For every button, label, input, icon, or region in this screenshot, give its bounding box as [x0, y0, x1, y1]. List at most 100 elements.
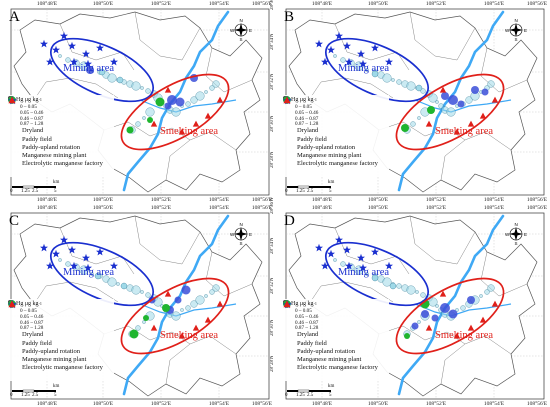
legend-paddy-label: Paddy field	[297, 135, 327, 143]
dryland-sample	[455, 308, 459, 312]
bottom-tick-label: 108°48'E	[36, 197, 58, 203]
mining-plant-marker	[385, 57, 393, 66]
legend-title-sup: -1	[313, 301, 317, 306]
scale-unit-label: km	[328, 180, 335, 185]
top-tick-label: 108°50'E	[367, 1, 389, 7]
top-tick-label: 108°54'E	[208, 1, 230, 7]
legend-factory-label: Electrolytic manganese factory	[297, 160, 378, 168]
dryland-sample	[410, 121, 416, 127]
paddy-sample	[86, 66, 94, 74]
scale-unit-label: km	[53, 180, 60, 185]
legend-rotation-label: Paddy-upland rotation	[22, 347, 80, 355]
legend-backdrop	[281, 299, 389, 381]
legend-class-label: 0.87 – 1.28	[295, 121, 319, 128]
top-tick-label: 108°48'E	[311, 1, 333, 7]
rotation-sample	[162, 304, 170, 312]
legend-class-label: 0.87 – 1.28	[20, 325, 44, 332]
legend-factory-label: Electrolytic manganese factory	[297, 364, 378, 372]
dryland-sample	[145, 107, 155, 117]
mining-plant-marker	[60, 235, 68, 244]
mining-plant-marker	[371, 43, 379, 52]
factory-marker	[425, 324, 433, 331]
dryland-sample	[340, 57, 346, 63]
compass-n-label: N	[514, 222, 518, 227]
factory-marker	[425, 120, 433, 127]
mining-plant-marker	[82, 253, 90, 262]
scale-bar	[12, 185, 56, 189]
left-tick-label: 28°36'N	[270, 0, 275, 10]
legend-paddy: Paddy field	[283, 96, 378, 144]
factory-marker	[491, 96, 499, 103]
factory-marker	[479, 112, 487, 119]
map-legend: MeHg μg kg -1 0 – 0.05 0.05 – 0.46 0.46 –…	[283, 300, 378, 372]
mining-plants	[40, 235, 118, 272]
legend-classes: 0 – 0.05 0.05 – 0.46 0.46 – 0.87 0.87 – …	[8, 300, 103, 332]
bottom-tick-label: 108°52'E	[425, 401, 447, 407]
dryland-sample	[415, 84, 423, 92]
mining-plant-marker	[315, 243, 323, 252]
dryland-sample	[391, 78, 395, 82]
map-canvas	[281, 8, 545, 196]
paddy-sample	[440, 303, 450, 313]
scale-tick-label: 2.5	[32, 189, 39, 194]
smelting-area-label: Smelting area	[160, 126, 219, 137]
dryland-sample	[333, 258, 337, 262]
legend-factory-label: Electrolytic manganese factory	[22, 160, 103, 168]
panel-label: D	[284, 213, 295, 229]
mining-area-ellipse	[49, 37, 155, 103]
mining-plant-marker	[327, 249, 335, 258]
dryland-sample	[460, 305, 466, 311]
scale-tick-label: 2.5	[32, 393, 39, 398]
legend-paddy: Paddy field	[8, 300, 103, 348]
dryland-sample	[406, 81, 416, 91]
legend-mining-plant-label: Manganese mining plant	[297, 151, 362, 159]
factory-marker	[439, 290, 447, 297]
mining-plant-marker	[70, 57, 78, 66]
mining-area-label: Mining area	[63, 267, 115, 278]
township-boundaries	[308, 11, 528, 181]
dryland-sample	[371, 274, 379, 282]
smelting-area-label: Smelting area	[435, 126, 494, 137]
left-tick-label: 28°32'N	[270, 73, 275, 90]
legend-mining-plant-label: Manganese mining plant	[22, 355, 87, 363]
legend-rotation: Paddy-upland rotation	[283, 96, 378, 152]
rotation-sample	[404, 333, 410, 339]
legend-rotation-label: Paddy-upland rotation	[297, 143, 355, 151]
legend-mining-plant: Manganese mining plant	[8, 96, 103, 160]
dryland-sample	[446, 107, 456, 117]
paddy-sample	[174, 296, 182, 304]
dryland-sample	[371, 70, 379, 78]
top-tick-label: 108°50'E	[92, 205, 114, 211]
top-tick-label: 108°52'E	[150, 1, 172, 7]
legend-factory: Electrolytic manganese factory	[283, 300, 378, 372]
compass-s-label: S	[514, 241, 518, 246]
legend-title-sup: -1	[313, 97, 317, 102]
legend-class-label: 0 – 0.05	[20, 307, 37, 314]
dryland-sample	[131, 81, 141, 91]
paddy-sample	[471, 86, 479, 94]
legend-class-label: 0.87 – 1.28	[20, 121, 44, 128]
scale-tick-label: 5	[329, 393, 332, 398]
factory-marker	[216, 300, 224, 307]
map-legend: MeHg μg kg -1 0 – 0.05 0.05 – 0.46 0.46 –…	[8, 300, 103, 372]
legend-factory: Electrolytic manganese factory	[8, 300, 103, 372]
dryland-sample	[145, 292, 151, 298]
mining-plant-marker	[335, 235, 343, 244]
legend-class-label: 0 – 0.05	[20, 103, 37, 110]
mining-plant-marker	[68, 245, 76, 254]
legend-dryland-label: Dryland	[22, 331, 44, 339]
legend-class-label: 0.05 – 0.46	[295, 109, 319, 116]
dryland-sample	[420, 88, 426, 94]
map-canvas	[6, 212, 270, 400]
dryland-sample	[171, 107, 181, 117]
bottom-tick-label: 108°50'E	[92, 197, 114, 203]
smelting-area-label: Smelting area	[160, 330, 219, 341]
smelting-area-ellipse	[395, 73, 505, 151]
dryland-sample	[58, 54, 62, 58]
tributary	[139, 303, 237, 317]
legend-classes: 0 – 0.05 0.05 – 0.46 0.46 – 0.87 0.87 – …	[8, 96, 103, 128]
top-tick-label: 108°56'E	[526, 1, 548, 7]
rotation-sample	[401, 124, 409, 132]
legend-class-label: 0.46 – 0.87	[20, 115, 44, 122]
dryland-sample	[116, 282, 120, 286]
